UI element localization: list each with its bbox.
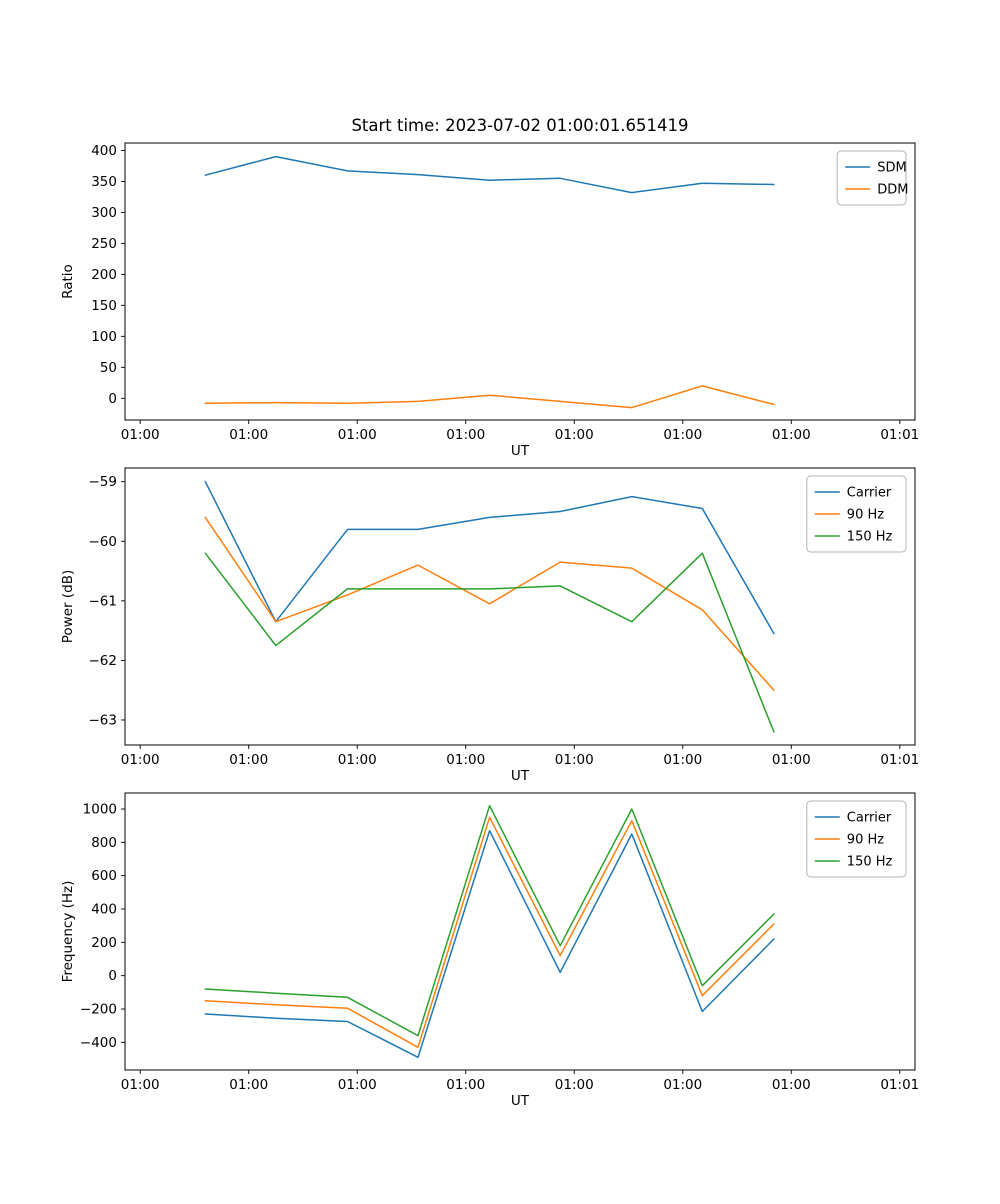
series-line-150-hz — [204, 804, 775, 1037]
y-tick-label: 0 — [108, 968, 117, 984]
x-tick-label: 01:00 — [555, 1077, 594, 1093]
x-tick-label: 01:00 — [446, 1077, 485, 1093]
x-axis-label: UT — [511, 768, 530, 784]
legend-box — [806, 800, 907, 878]
legend-label: DDM — [877, 183, 908, 198]
y-tick-label: 400 — [91, 902, 117, 918]
x-tick-label: 01:00 — [121, 752, 160, 768]
x-tick-label: 01:01 — [880, 1077, 919, 1093]
legend-label: Carrier — [847, 811, 892, 826]
chart-title: Start time: 2023-07-02 01:00:01.651419 — [351, 116, 688, 135]
x-tick-label: 01:00 — [663, 752, 702, 768]
subplot-ratio: Start time: 2023-07-02 01:00:01.65141901… — [60, 116, 919, 459]
x-tick-label: 01:00 — [338, 752, 377, 768]
y-tick-label: 200 — [91, 935, 117, 951]
legend-label: 90 Hz — [847, 508, 884, 523]
x-tick-label: 01:00 — [663, 1077, 702, 1093]
x-tick-label: 01:00 — [555, 427, 594, 443]
x-tick-label: 01:00 — [555, 752, 594, 768]
y-tick-label: 800 — [91, 835, 117, 851]
y-tick-label: 200 — [91, 267, 117, 283]
y-axis-label: Ratio — [60, 264, 76, 299]
legend-box — [836, 150, 907, 206]
x-tick-label: 01:00 — [229, 427, 268, 443]
x-tick-label: 01:00 — [772, 427, 811, 443]
series-line-carrier — [204, 829, 775, 1059]
subplot-frequency: 01:00 01:00 01:00 01:00 01:00 01:00 01:00 01:01… — [60, 792, 919, 1109]
y-tick-label: −60 — [89, 534, 118, 550]
y-axis-label: Frequency (Hz) — [60, 881, 76, 983]
legend: Carrier 90 Hz 150 Hz — [806, 800, 907, 878]
x-tick-label: 01:00 — [121, 1077, 160, 1093]
x-tick-label: 01:00 — [446, 427, 485, 443]
legend-label: SDM — [877, 161, 906, 176]
x-tick-label: 01:00 — [663, 427, 702, 443]
series-line-150-hz — [204, 552, 775, 733]
axes-frame — [124, 142, 916, 421]
axes-frame — [124, 792, 916, 1071]
y-tick-label: −400 — [80, 1035, 117, 1051]
x-axis-label: UT — [511, 443, 530, 459]
legend-label: 150 Hz — [847, 855, 893, 870]
y-tick-label: −62 — [89, 653, 118, 669]
y-tick-label: −59 — [89, 474, 118, 490]
y-tick-label: 400 — [91, 143, 117, 159]
series-line-90-hz — [204, 816, 775, 1049]
y-tick-label: −200 — [80, 1002, 117, 1018]
x-tick-label: 01:01 — [880, 427, 919, 443]
y-tick-label: 350 — [91, 174, 117, 190]
series-line-sdm — [204, 155, 775, 194]
x-axis-label: UT — [511, 1093, 530, 1109]
subplot-power: 01:00 01:00 01:00 01:00 01:00 01:00 01:00 01:01… — [60, 467, 919, 784]
x-tick-label: 01:00 — [338, 1077, 377, 1093]
y-tick-label: −63 — [89, 712, 118, 728]
legend-label: 90 Hz — [847, 833, 884, 848]
y-tick-label: 250 — [91, 236, 117, 252]
y-axis-label: Power (dB) — [60, 570, 76, 643]
y-tick-label: 50 — [100, 360, 117, 376]
x-tick-label: 01:00 — [229, 752, 268, 768]
y-tick-label: 1000 — [83, 802, 117, 818]
x-tick-label: 01:00 — [338, 427, 377, 443]
y-tick-label: −61 — [89, 593, 118, 609]
y-tick-label: 100 — [91, 329, 117, 345]
y-tick-label: 150 — [91, 298, 117, 314]
series-line-carrier — [204, 480, 775, 635]
x-tick-label: 01:00 — [229, 1077, 268, 1093]
y-tick-label: 600 — [91, 868, 117, 884]
legend-label: 150 Hz — [847, 530, 893, 545]
legend-box — [806, 475, 907, 553]
x-tick-label: 01:00 — [772, 1077, 811, 1093]
legend: SDM DDM — [836, 150, 908, 206]
y-tick-label: 0 — [108, 391, 117, 407]
x-tick-label: 01:00 — [446, 752, 485, 768]
legend: Carrier 90 Hz 150 Hz — [806, 475, 907, 553]
x-tick-label: 01:01 — [880, 752, 919, 768]
y-tick-label: 300 — [91, 205, 117, 221]
legend-label: Carrier — [847, 486, 892, 501]
series-line-90-hz — [204, 516, 775, 691]
series-line-ddm — [204, 385, 775, 409]
axes-frame — [124, 467, 916, 746]
x-tick-label: 01:00 — [772, 752, 811, 768]
x-tick-label: 01:00 — [121, 427, 160, 443]
